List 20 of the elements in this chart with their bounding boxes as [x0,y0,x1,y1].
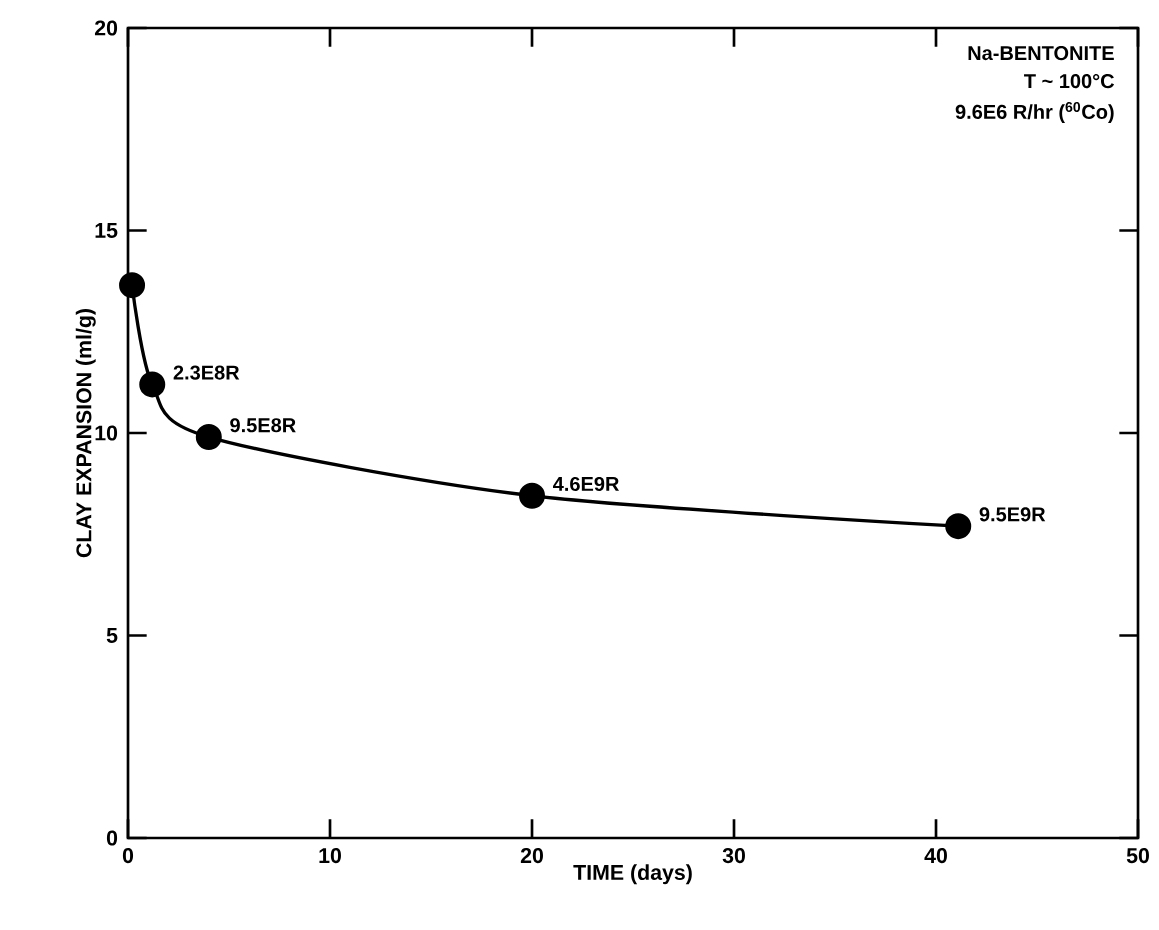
x-tick-label: 50 [1126,848,1149,864]
annotation: 9.6E6 R/hr ($^{60}$Co) [955,102,1114,123]
y-tick-label: 0 [106,830,118,846]
x-tick-label: 0 [122,848,134,864]
x-tick-label: 40 [924,848,947,864]
x-tick-label: 30 [722,848,745,864]
annotation: 4.6E9R [553,476,620,492]
y-axis-title: CLAY EXPANSION (ml/g) [75,309,96,558]
annotation: 2.3E8R [173,365,240,380]
x-tick-label: 20 [520,848,543,864]
y-tick-label: 10 [95,425,118,441]
annotation: 9.5E9R [979,507,1046,522]
y-tick-label: 15 [95,223,118,238]
annotation: Na-BENTONITE [968,46,1114,61]
x-tick-label: 10 [319,848,341,864]
annotation: T ~ 100°C [1024,74,1115,89]
annotation: 9.5E8R [230,418,296,433]
x-axis-title: TIME (days) [573,864,692,885]
y-tick-label: 5 [106,628,118,643]
y-tick-label: 20 [94,20,118,36]
